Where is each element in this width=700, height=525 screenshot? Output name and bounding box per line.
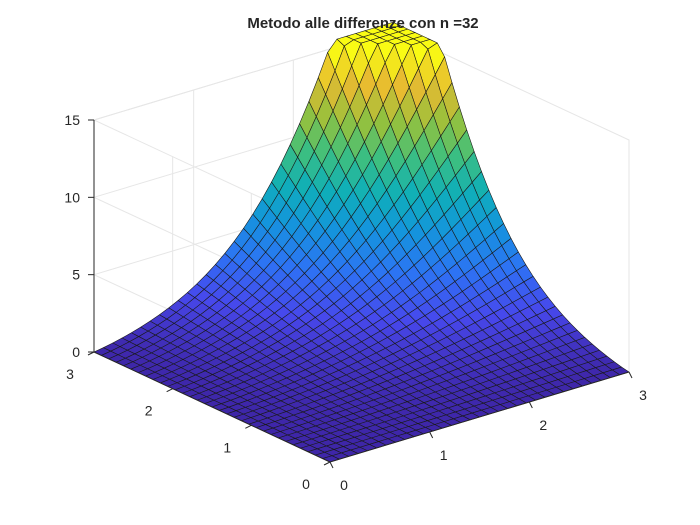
x-tick [429, 431, 434, 439]
y-tick [323, 461, 331, 466]
y-tick-label: 2 [145, 403, 153, 419]
x-tick-label: 0 [340, 477, 348, 493]
x-tick [628, 371, 633, 379]
y-tick [245, 424, 252, 429]
z-tick-label: 10 [64, 189, 80, 205]
y-tick-label: 1 [223, 439, 231, 455]
y-tick-label: 0 [302, 476, 310, 492]
x-tick [528, 401, 533, 409]
x-tick-label: 3 [639, 387, 647, 403]
z-tick-label: 0 [72, 344, 80, 360]
z-tick-label: 5 [72, 267, 80, 283]
tick-labels: 0 1 2 3 0 1 2 3 0 5 10 15 [64, 112, 647, 493]
x-axis-line [329, 371, 630, 463]
axes [87, 119, 633, 469]
z-tick-label: 15 [64, 112, 80, 128]
x-tick-label: 1 [440, 447, 448, 463]
chart-title: Metodo alle differenze con n =32 [247, 15, 478, 32]
x-tick-label: 2 [539, 417, 547, 433]
y-tick-label: 3 [66, 366, 74, 382]
y-tick [166, 388, 173, 393]
surface [93, 21, 630, 463]
side-frame [392, 29, 630, 372]
y-axis-line [93, 351, 331, 463]
x-tick [329, 461, 334, 469]
